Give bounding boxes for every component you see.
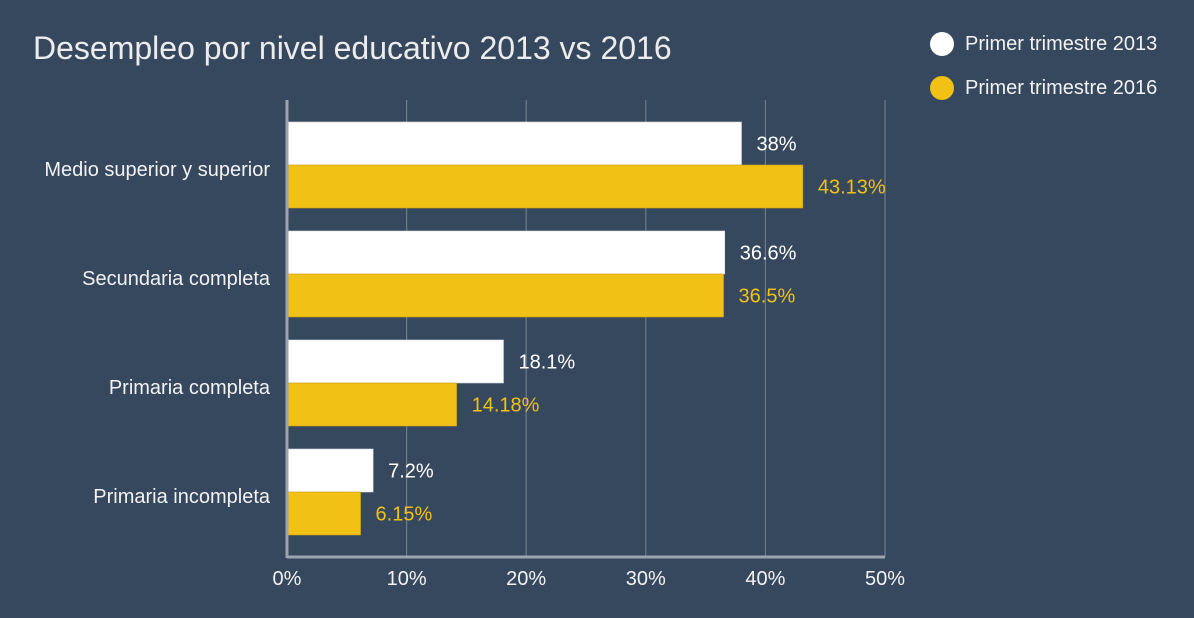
legend-item-2013[interactable]: Primer trimestre 2013 [930, 28, 1157, 60]
legend-marker-2016 [930, 76, 954, 100]
x-tick-label: 30% [626, 568, 666, 590]
bar-2016[interactable] [286, 164, 804, 209]
bar-2016[interactable] [286, 491, 361, 536]
category-label: Medio superior y superior [44, 159, 270, 181]
data-label-2013: 18.1% [518, 352, 575, 374]
x-tick-label: 20% [506, 568, 546, 590]
bar-2016[interactable] [286, 273, 724, 318]
legend-label-2016: Primer trimestre 2016 [965, 76, 1158, 99]
chart-title: Desempleo por nivel educativo 2013 vs 20… [33, 30, 672, 66]
bars [286, 121, 804, 536]
x-tick-labels: 0% 10% 20% 30% 40% 50% [273, 568, 906, 590]
category-label: Primaria incompleta [93, 486, 271, 508]
data-label-2016: 6.15% [376, 504, 433, 526]
category-label: Secundaria completa [82, 268, 271, 290]
category-labels: Medio superior y superior Secundaria comp… [44, 159, 271, 508]
data-label-2013: 38% [756, 134, 796, 156]
category-label: Primaria completa [109, 377, 271, 399]
legend-label-2013: Primer trimestre 2013 [965, 32, 1158, 55]
data-label-2016: 36.5% [739, 286, 796, 308]
bar-2013[interactable] [286, 448, 374, 493]
bar-2013[interactable] [286, 121, 742, 166]
x-tick-label: 50% [865, 568, 905, 590]
x-tick-label: 40% [745, 568, 785, 590]
x-tick-label: 10% [387, 568, 427, 590]
data-label-2013: 7.2% [388, 461, 434, 483]
legend: Primer trimestre 2013 Primer trimestre 2… [930, 28, 1157, 116]
axes [285, 100, 885, 559]
bar-2013[interactable] [286, 339, 504, 384]
data-label-2013: 36.6% [740, 243, 797, 265]
data-label-2016: 43.13% [818, 177, 886, 199]
data-labels: 38% 43.13% 36.6% 36.5% 18.1% 14.18% 7.2% 6.15% [376, 134, 886, 526]
legend-item-2016[interactable]: Primer trimestre 2016 [930, 72, 1157, 104]
legend-marker-2013 [930, 32, 954, 56]
x-tick-label: 0% [273, 568, 302, 590]
data-label-2016: 14.18% [472, 395, 540, 417]
bar-2013[interactable] [286, 230, 726, 275]
bar-2016[interactable] [286, 382, 457, 427]
